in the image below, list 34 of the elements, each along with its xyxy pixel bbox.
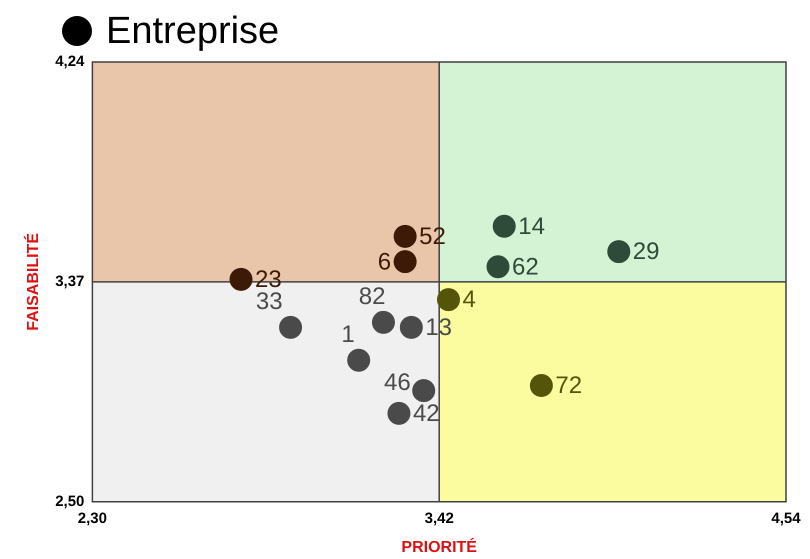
x-tick-label: 4,54 — [771, 510, 802, 527]
annotation: 33 — [256, 288, 283, 316]
annotation: 46 — [384, 369, 411, 396]
x-axis-title: PRIORITÉ — [401, 536, 478, 556]
point — [394, 224, 417, 248]
annotation: 42 — [412, 400, 440, 427]
y-tick-label: 2,50 — [55, 492, 84, 510]
point — [412, 379, 436, 402]
y-tick-label: 4,24 — [55, 53, 86, 70]
annotation: 1 — [341, 320, 355, 348]
y-tick-label: 3,37 — [55, 273, 84, 290]
text: Entreprise — [106, 10, 280, 52]
point — [607, 240, 630, 264]
point — [436, 288, 460, 312]
point — [486, 255, 510, 278]
point — [387, 402, 410, 425]
point — [492, 214, 516, 238]
x-tick-label: 3,42 — [424, 510, 454, 527]
annotation: 14 — [518, 212, 545, 240]
annotation: 29 — [632, 238, 660, 266]
point — [347, 348, 370, 372]
annotation: 4 — [462, 286, 476, 314]
annotation: 72 — [555, 372, 582, 400]
point — [400, 316, 423, 339]
y-axis-title: FAISABILITÉ — [23, 232, 42, 331]
annotation: 82 — [358, 282, 386, 310]
point — [372, 310, 395, 334]
point — [394, 250, 417, 274]
annotation: 62 — [512, 253, 539, 280]
point — [530, 374, 553, 398]
annotation: 6 — [378, 248, 392, 276]
point — [230, 268, 253, 291]
point — [279, 316, 302, 339]
x-tick-label: 2,30 — [78, 510, 107, 527]
